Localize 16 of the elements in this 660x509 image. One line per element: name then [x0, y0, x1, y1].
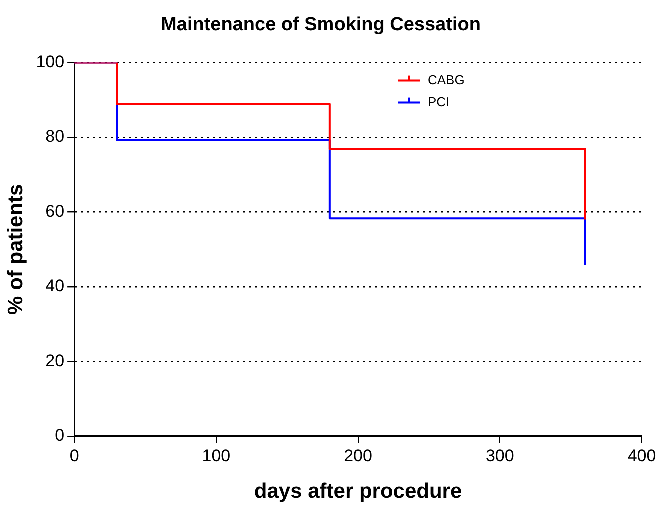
legend-label: CABG [428, 72, 465, 88]
x-tick-label: 100 [202, 446, 231, 466]
legend-label: PCI [428, 94, 450, 110]
y-tick-label: 80 [46, 127, 65, 146]
x-tick-label: 400 [628, 446, 656, 466]
y-tick-label: 40 [46, 276, 65, 296]
x-tick-label: 200 [344, 446, 372, 466]
chart-title: Maintenance of Smoking Cessation [161, 14, 481, 36]
y-tick-label: 20 [46, 351, 65, 370]
y-axis-title: % of patients [4, 184, 28, 315]
x-axis-title: days after procedure [254, 480, 462, 504]
x-tick-label: 300 [486, 446, 514, 466]
y-tick-label: 0 [55, 426, 65, 446]
x-tick-label: 0 [70, 446, 80, 466]
y-tick-label: 60 [46, 202, 65, 221]
y-tick-label: 100 [36, 52, 65, 72]
